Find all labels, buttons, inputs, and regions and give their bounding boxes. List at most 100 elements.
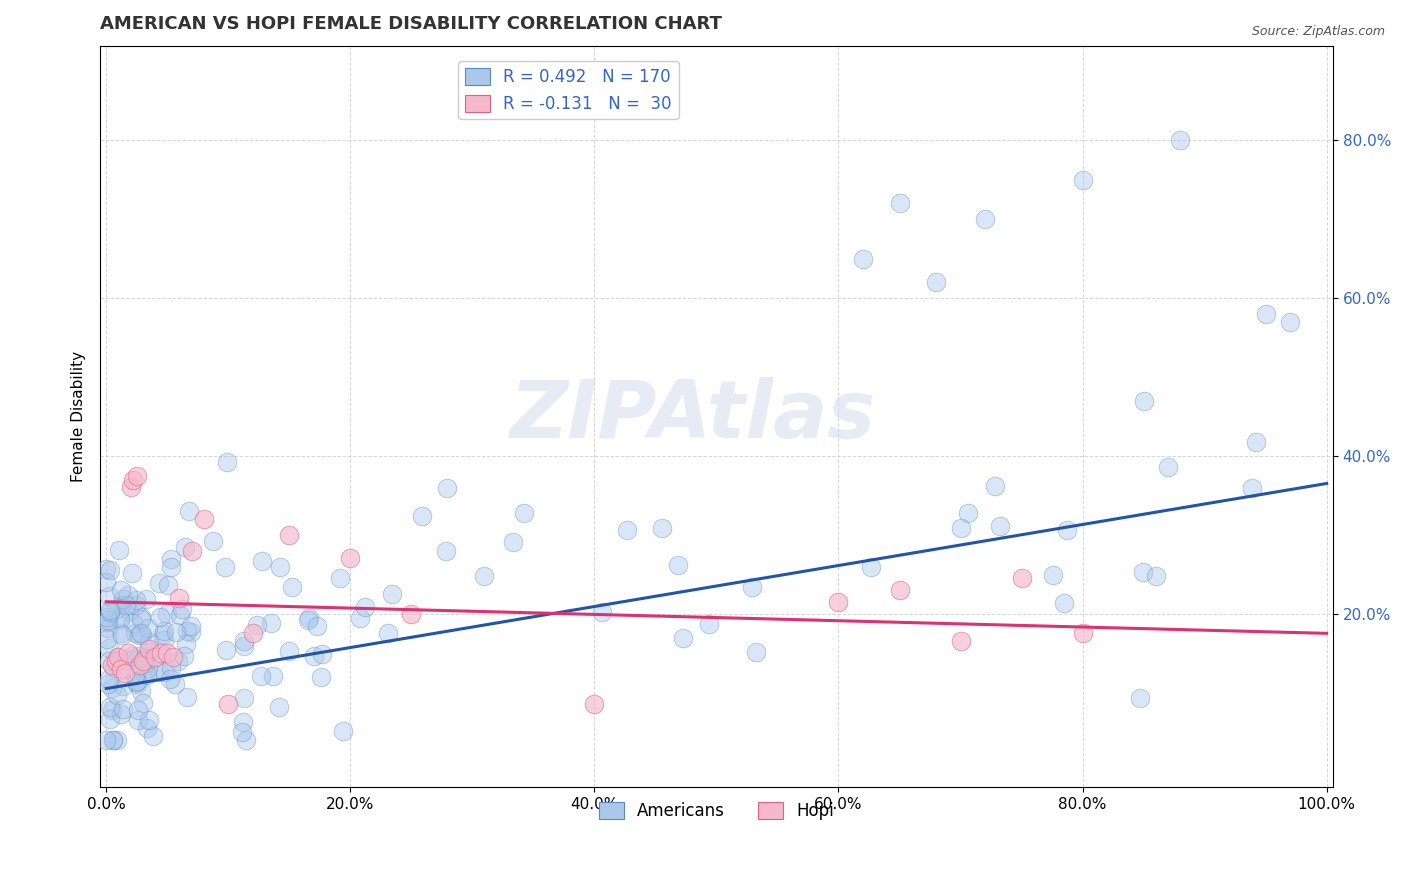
Point (741, 580, 763, 594)
Point (134, 651, 156, 665)
Point (97, 613, 120, 627)
Point (889, 582, 911, 597)
Legend: Americans, Hopi: Americans, Hopi (592, 796, 841, 827)
Point (1053, 596, 1076, 610)
Point (159, 661, 181, 675)
Point (502, 535, 524, 549)
Point (160, 551, 183, 566)
Point (169, 591, 191, 605)
Point (170, 602, 193, 616)
Point (180, 618, 202, 632)
Point (97, 654, 120, 668)
Point (129, 610, 152, 624)
Point (125, 598, 148, 612)
Point (974, 212, 997, 227)
Point (111, 679, 134, 693)
Point (1156, 460, 1178, 475)
Point (852, 252, 875, 266)
Point (129, 626, 152, 640)
Point (252, 553, 274, 567)
Point (110, 626, 132, 640)
Point (377, 626, 399, 640)
Point (278, 527, 301, 541)
Point (105, 602, 128, 616)
Point (124, 667, 146, 681)
Point (152, 626, 174, 640)
Point (143, 650, 166, 665)
Point (111, 598, 134, 612)
Point (827, 595, 849, 609)
Point (156, 646, 179, 660)
Point (121, 648, 143, 663)
Point (149, 609, 172, 624)
Point (235, 732, 257, 747)
Point (148, 576, 170, 591)
Point (132, 654, 155, 668)
Point (110, 662, 132, 676)
Point (176, 690, 198, 704)
Point (129, 657, 152, 672)
Point (949, 521, 972, 535)
Point (1244, 434, 1267, 449)
Point (1129, 690, 1152, 705)
Point (98, 589, 121, 603)
Point (101, 657, 124, 672)
Point (925, 275, 948, 289)
Point (169, 608, 191, 623)
Point (125, 674, 148, 689)
Point (174, 540, 197, 554)
Point (156, 607, 179, 621)
Point (134, 667, 156, 681)
Point (96, 562, 118, 576)
Point (167, 654, 190, 668)
Point (110, 612, 132, 626)
Point (1056, 523, 1078, 537)
Point (616, 523, 638, 537)
Point (115, 598, 138, 612)
Point (329, 571, 352, 585)
Point (349, 611, 371, 625)
Point (128, 628, 150, 642)
Point (1279, 315, 1302, 329)
Point (262, 668, 284, 682)
Point (105, 688, 128, 702)
Point (117, 646, 139, 660)
Point (672, 631, 695, 645)
Point (135, 656, 157, 670)
Point (411, 508, 433, 523)
Point (1132, 566, 1154, 580)
Point (108, 610, 131, 624)
Point (96, 574, 118, 589)
Text: AMERICAN VS HOPI FEMALE DISABILITY CORRELATION CHART: AMERICAN VS HOPI FEMALE DISABILITY CORRE… (100, 15, 723, 33)
Point (697, 617, 720, 632)
Point (173, 649, 195, 664)
Point (98, 605, 121, 619)
Point (949, 634, 972, 648)
Point (127, 713, 149, 727)
Point (96, 615, 118, 629)
Point (122, 652, 145, 666)
Point (339, 551, 361, 566)
Point (136, 661, 159, 675)
Point (107, 649, 129, 664)
Point (232, 715, 254, 730)
Y-axis label: Female Disability: Female Disability (72, 351, 86, 482)
Point (281, 580, 304, 594)
Point (156, 577, 179, 591)
Point (159, 672, 181, 686)
Point (859, 560, 882, 574)
Point (139, 645, 162, 659)
Point (245, 618, 267, 632)
Point (984, 479, 1007, 493)
Point (110, 583, 132, 598)
Point (180, 543, 202, 558)
Point (108, 543, 131, 558)
Point (1071, 173, 1094, 187)
Point (193, 512, 215, 526)
Point (988, 518, 1011, 533)
Point (97, 676, 120, 690)
Point (153, 624, 176, 638)
Point (114, 653, 136, 667)
Text: ZIPAtlas: ZIPAtlas (509, 377, 875, 456)
Point (1254, 307, 1277, 321)
